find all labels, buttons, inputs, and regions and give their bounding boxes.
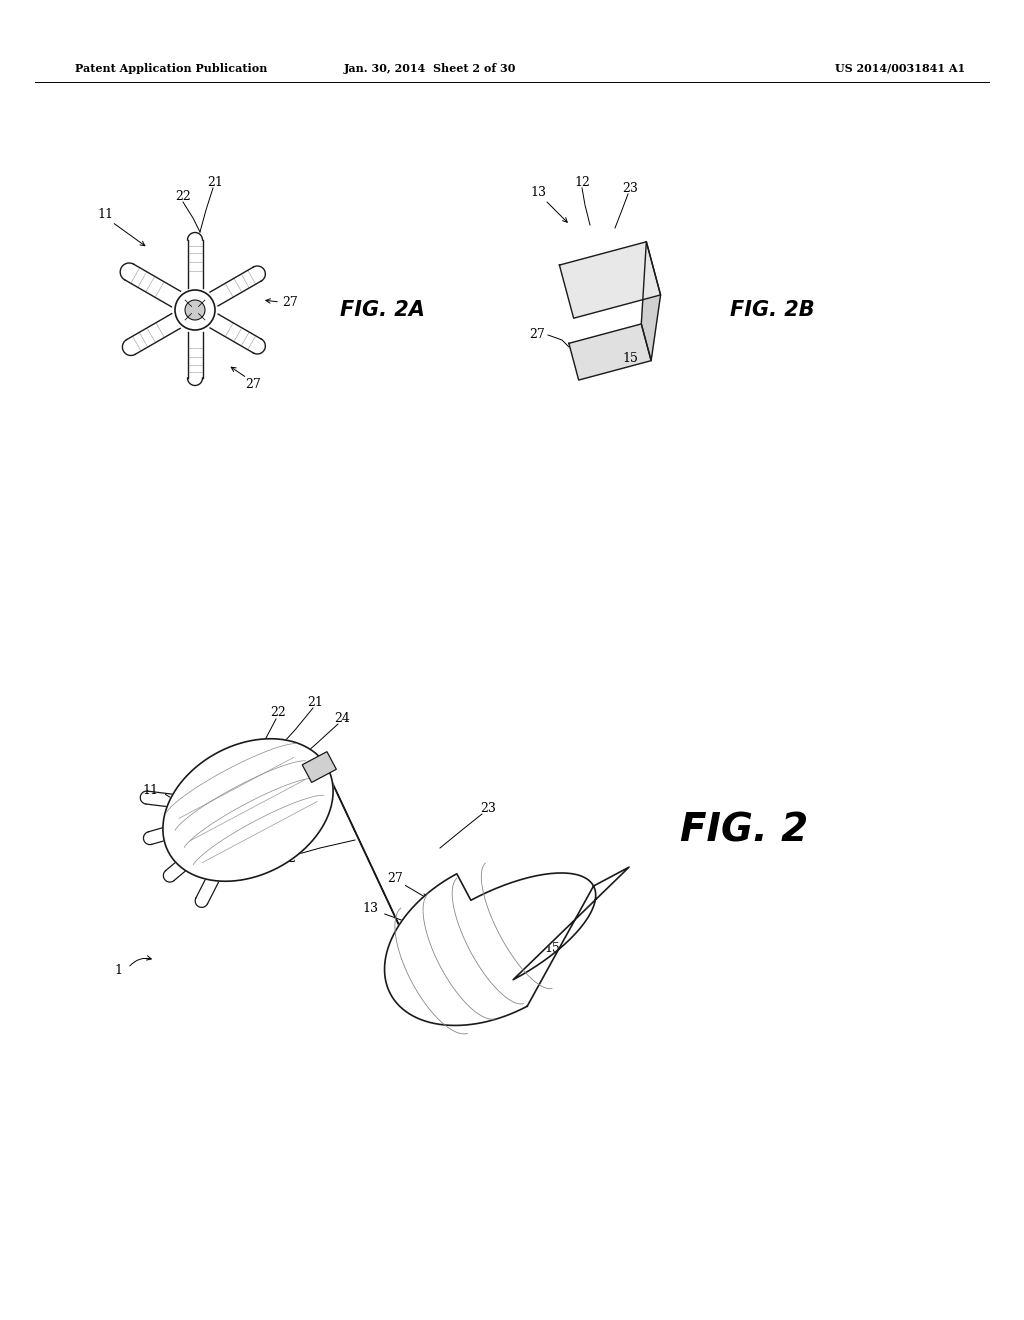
- Text: 13: 13: [362, 902, 378, 915]
- Text: 23: 23: [480, 801, 496, 814]
- Text: 27: 27: [283, 296, 298, 309]
- Text: FIG. 2: FIG. 2: [680, 810, 808, 849]
- Text: US 2014/0031841 A1: US 2014/0031841 A1: [835, 62, 965, 74]
- Text: 1: 1: [114, 964, 122, 977]
- Polygon shape: [323, 763, 426, 982]
- Text: 13: 13: [530, 186, 546, 198]
- Text: 27: 27: [228, 842, 244, 854]
- Text: 11: 11: [97, 209, 113, 222]
- Text: Jan. 30, 2014  Sheet 2 of 30: Jan. 30, 2014 Sheet 2 of 30: [344, 62, 516, 74]
- Polygon shape: [163, 739, 333, 882]
- Text: 22: 22: [270, 706, 286, 719]
- Text: 21: 21: [307, 696, 323, 709]
- Text: 15: 15: [622, 351, 638, 364]
- Text: 15: 15: [544, 941, 560, 954]
- Text: 27: 27: [245, 379, 261, 392]
- Text: 12: 12: [574, 176, 590, 189]
- Text: FIG. 2A: FIG. 2A: [340, 300, 425, 319]
- Text: 23: 23: [622, 181, 638, 194]
- Bar: [302, 751, 336, 783]
- Text: 11: 11: [142, 784, 158, 796]
- Polygon shape: [559, 242, 660, 318]
- Text: FIG. 2B: FIG. 2B: [730, 300, 815, 319]
- Polygon shape: [385, 867, 629, 1026]
- Polygon shape: [569, 323, 651, 380]
- Circle shape: [175, 290, 215, 330]
- Text: 22: 22: [175, 190, 190, 202]
- Text: 12: 12: [280, 851, 296, 865]
- Polygon shape: [641, 242, 660, 360]
- Text: 24: 24: [334, 711, 350, 725]
- Text: 27: 27: [387, 871, 402, 884]
- Circle shape: [185, 300, 205, 319]
- Text: 21: 21: [207, 177, 223, 190]
- Text: 27: 27: [529, 329, 545, 342]
- Text: Patent Application Publication: Patent Application Publication: [75, 62, 267, 74]
